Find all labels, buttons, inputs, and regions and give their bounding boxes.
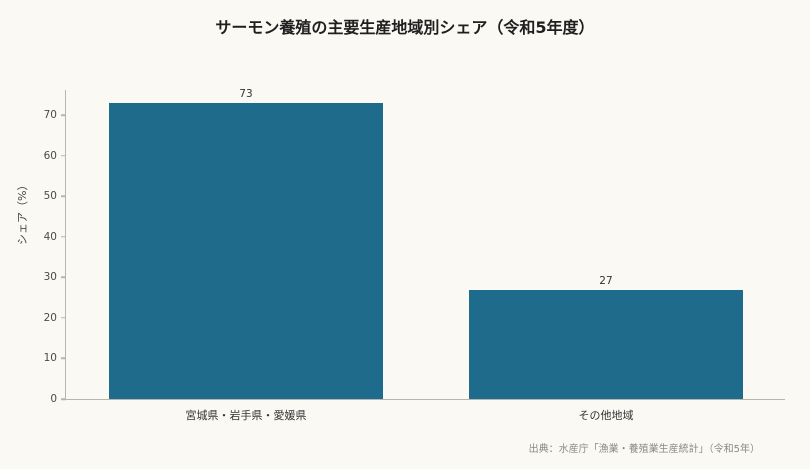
y-tick-label: 0 bbox=[50, 393, 66, 405]
y-tick-label: 60 bbox=[44, 150, 66, 162]
bar-value-label: 73 bbox=[239, 88, 253, 101]
plot-area: 0 10 20 30 40 50 60 70 73 宮城県・岩手県・愛媛県 27 その他地域 bbox=[44, 88, 785, 422]
bar: 73 bbox=[109, 88, 383, 399]
y-axis-label: シェア（%） bbox=[16, 179, 29, 245]
y-tick-label: 70 bbox=[44, 109, 66, 121]
source-note: 出典：水産庁「漁業・養殖業生産統計」（令和5年） bbox=[528, 444, 760, 455]
y-tick-label: 30 bbox=[44, 271, 66, 283]
chart-title: サーモン養殖の主要生産地域別シェア（令和5年度） bbox=[215, 18, 595, 37]
y-tick-label: 50 bbox=[44, 190, 66, 202]
x-tick-label: その他地域 bbox=[578, 409, 634, 422]
x-tick-label: 宮城県・岩手県・愛媛県 bbox=[185, 409, 307, 422]
bar: 27 bbox=[469, 275, 743, 399]
y-tick-label: 40 bbox=[44, 231, 66, 243]
y-tick-label: 20 bbox=[44, 312, 66, 324]
y-tick-label: 10 bbox=[44, 352, 66, 364]
bar-value-label: 27 bbox=[599, 274, 613, 287]
